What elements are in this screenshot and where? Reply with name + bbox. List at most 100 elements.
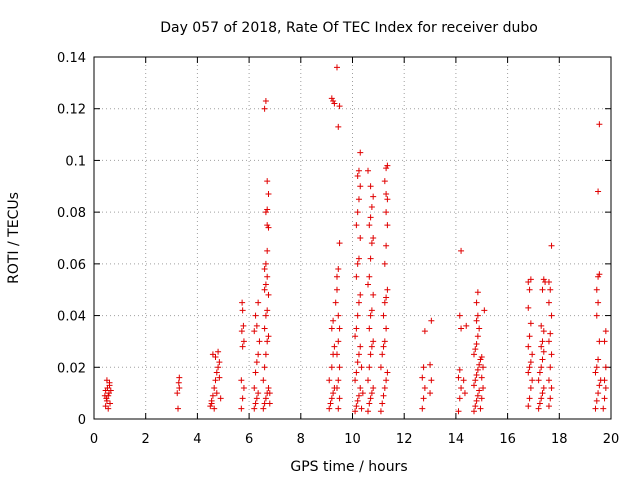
data-point (261, 105, 268, 112)
data-point (545, 278, 552, 285)
data-point (419, 405, 426, 412)
data-point (333, 273, 340, 280)
data-point (379, 400, 386, 407)
data-point (601, 395, 608, 402)
data-point (333, 64, 340, 71)
data-point (473, 299, 480, 306)
data-point (538, 322, 545, 329)
y-tick-label: 0.04 (57, 310, 86, 325)
data-point (384, 196, 391, 203)
data-point (380, 392, 387, 399)
data-point (354, 209, 361, 216)
data-point (473, 372, 480, 379)
data-point (238, 405, 245, 412)
data-point (595, 299, 602, 306)
data-points (101, 64, 609, 415)
data-point (596, 338, 603, 345)
data-point (377, 408, 384, 415)
data-point (595, 390, 602, 397)
data-point (260, 405, 267, 412)
data-point (217, 395, 224, 402)
data-point (366, 325, 373, 332)
data-point (213, 369, 220, 376)
data-point (481, 307, 488, 314)
data-point (463, 322, 470, 329)
data-point (540, 384, 547, 391)
data-point (240, 322, 247, 329)
data-point (354, 359, 361, 366)
data-point (539, 338, 546, 345)
data-point (474, 312, 481, 319)
data-point (540, 348, 547, 355)
data-point (370, 193, 377, 200)
data-point (602, 384, 609, 391)
data-point (477, 405, 484, 412)
data-point (380, 343, 387, 350)
data-point (260, 377, 267, 384)
data-point (458, 325, 465, 332)
data-point (357, 291, 364, 298)
data-point (456, 395, 463, 402)
data-point (474, 366, 481, 373)
data-point (470, 382, 477, 389)
data-point (365, 377, 372, 384)
data-point (216, 374, 223, 381)
data-point (335, 405, 342, 412)
data-point (365, 408, 372, 415)
data-point (256, 338, 263, 345)
data-point (548, 312, 555, 319)
data-point (366, 364, 373, 371)
data-point (353, 369, 360, 376)
data-point (595, 273, 602, 280)
data-point (336, 364, 343, 371)
data-point (207, 403, 214, 410)
data-point (252, 369, 259, 376)
data-point (527, 320, 534, 327)
data-point (383, 209, 390, 216)
x-tick-label: 2 (142, 432, 150, 447)
x-tick-label: 6 (245, 432, 253, 447)
data-point (473, 397, 480, 404)
data-point (264, 307, 271, 314)
data-point (354, 260, 361, 267)
data-point (381, 384, 388, 391)
y-axis-ticks: 0 0.02 0.04 0.06 0.08 0.1 0.12 0.14 (57, 51, 611, 428)
data-point (239, 343, 246, 350)
data-point (353, 325, 360, 332)
chart-title: Day 057 of 2018, Rate Of TEC Index for r… (160, 20, 538, 36)
data-point (255, 299, 262, 306)
data-point (428, 377, 435, 384)
data-point (368, 343, 375, 350)
data-point (366, 222, 373, 229)
data-point (383, 377, 390, 384)
data-point (480, 384, 487, 391)
y-axis-label: ROTI / TECUs (6, 192, 22, 284)
data-point (526, 364, 533, 371)
data-point (529, 351, 536, 358)
data-point (330, 317, 337, 324)
data-point (262, 260, 269, 267)
data-point (384, 369, 391, 376)
data-point (357, 235, 364, 241)
data-point (354, 397, 361, 404)
data-point (368, 240, 375, 247)
data-point (336, 103, 343, 110)
data-point (478, 374, 485, 381)
data-point (262, 312, 269, 319)
y-tick-label: 0.02 (57, 361, 86, 376)
x-tick-label: 14 (448, 432, 465, 447)
data-point (262, 351, 269, 358)
data-point (357, 149, 364, 156)
data-point (370, 235, 377, 241)
data-point (548, 242, 555, 249)
data-point (332, 299, 339, 306)
data-point (104, 384, 111, 391)
data-point (366, 400, 373, 407)
data-point (384, 162, 391, 169)
data-point (262, 395, 269, 402)
data-point (239, 395, 246, 402)
data-point (602, 364, 609, 371)
data-point (384, 286, 391, 293)
data-point (526, 286, 533, 293)
data-point (427, 361, 434, 368)
